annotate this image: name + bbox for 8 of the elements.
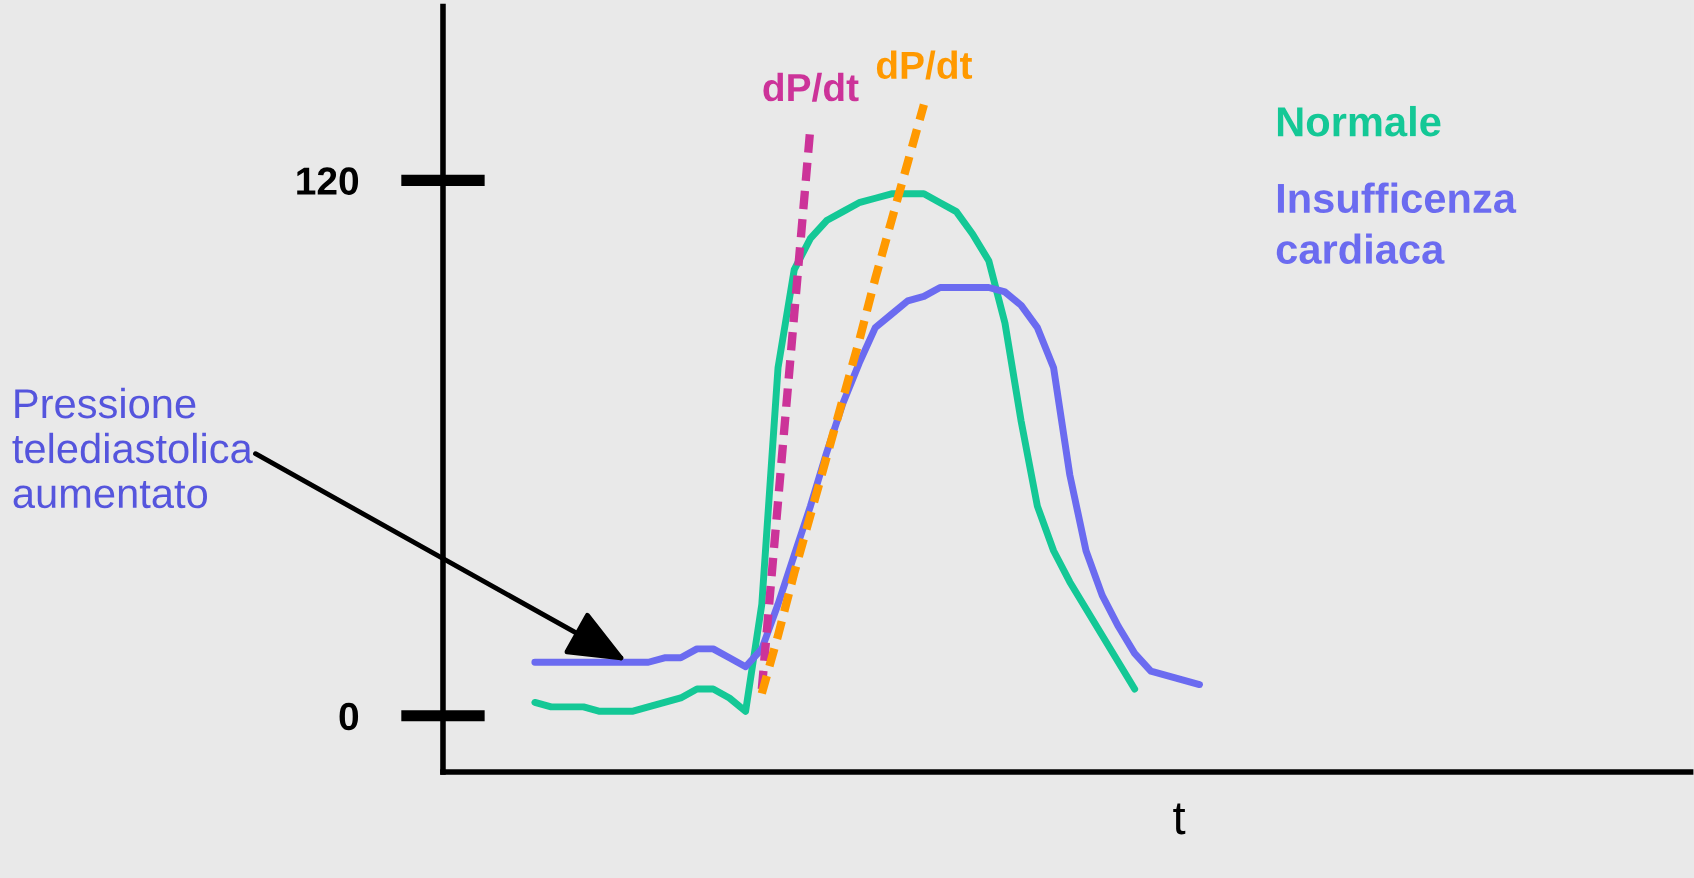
series-label: dP/dt [876, 50, 973, 80]
y-tick-label: 120 [297, 167, 359, 195]
series-label: dP/dt [763, 72, 859, 102]
text: Insufficenza cardiaca [1276, 182, 1517, 265]
text: Pressione telediastolica aumentato [12, 387, 253, 509]
y-tick-label: 0 [339, 702, 359, 731]
x-axis-title: t [1173, 803, 1186, 835]
text: Normale [1277, 105, 1441, 137]
